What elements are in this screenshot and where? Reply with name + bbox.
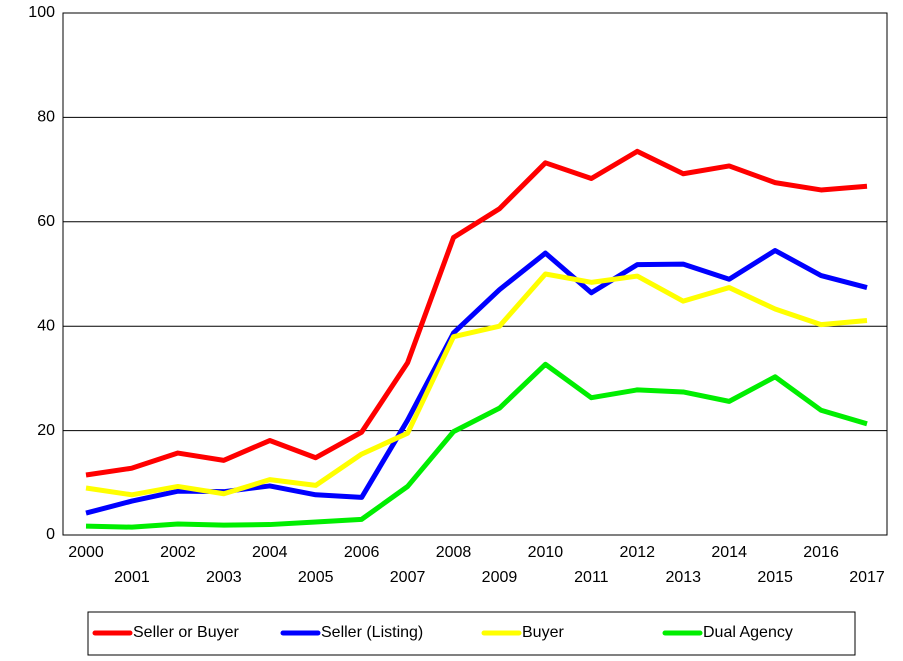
x-tick-label: 2006	[344, 544, 380, 561]
x-tick-label: 2010	[528, 544, 564, 561]
y-tick-label: 40	[37, 317, 55, 334]
legend-label: Seller (Listing)	[321, 624, 423, 641]
y-tick-label: 60	[37, 213, 55, 230]
x-tick-label: 2013	[665, 569, 701, 586]
x-tick-label: 2011	[574, 569, 609, 586]
x-tick-label: 2007	[390, 569, 426, 586]
series-line	[85, 361, 868, 530]
legend-label: Seller or Buyer	[133, 624, 239, 641]
y-tick-label: 20	[37, 422, 55, 439]
y-tick-label: 80	[37, 109, 55, 126]
x-tick-label: 2001	[114, 569, 150, 586]
x-tick-label: 2009	[482, 569, 518, 586]
x-tick-label: 2014	[711, 544, 747, 561]
series-line	[85, 148, 868, 478]
x-tick-label: 2005	[298, 569, 334, 586]
x-tick-label: 2008	[436, 544, 472, 561]
x-tick-label: 2017	[849, 569, 885, 586]
series-line	[85, 248, 868, 516]
plot-border	[62, 12, 888, 536]
x-tick-label: 2003	[206, 569, 242, 586]
series-line	[85, 271, 868, 498]
x-tick-label: 2000	[68, 544, 104, 561]
x-tick-label: 2012	[619, 544, 655, 561]
legend-label: Buyer	[522, 624, 564, 641]
x-tick-label: 2004	[252, 544, 288, 561]
legend-box	[87, 611, 856, 656]
y-tick-label: 100	[28, 4, 55, 21]
x-tick-label: 2016	[803, 544, 839, 561]
x-tick-label: 2015	[757, 569, 793, 586]
x-tick-label: 2002	[160, 544, 196, 561]
y-tick-label: 0	[46, 526, 55, 543]
legend-label: Dual Agency	[703, 624, 793, 641]
